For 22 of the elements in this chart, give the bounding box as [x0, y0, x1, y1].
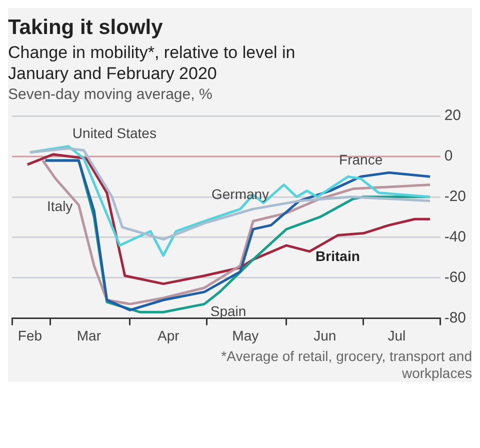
y-tick-label: -40 — [444, 228, 466, 246]
x-tick-label: Mar — [76, 327, 102, 344]
series-label: Germany — [211, 186, 270, 202]
text: *Average of retail, grocery, transport and workplaces — [220, 348, 472, 382]
y-tick-label: 0 — [444, 148, 453, 165]
x-tick-label: Jul — [388, 327, 406, 344]
x-tick-label: Apr — [158, 327, 180, 344]
series-label: Italy — [46, 198, 73, 214]
chart-subtitle: Change in mobility*, relative to level in January and February 2020 — [8, 42, 296, 84]
y-tick-label: -80 — [444, 309, 466, 326]
series-label: France — [339, 152, 383, 168]
series-label: United States — [72, 125, 156, 142]
x-tick-label: Feb — [18, 327, 42, 344]
series-label: Britain — [316, 248, 360, 264]
y-tick-label: -60 — [444, 268, 466, 286]
x-tick-label: May — [232, 327, 259, 344]
series-label: Spain — [210, 302, 246, 319]
chart-title: Taking it slowly — [8, 15, 164, 40]
y-tick-label: 20 — [444, 107, 462, 124]
y-tick-label: -20 — [444, 188, 466, 206]
text: Seven-day moving average, % — [8, 86, 214, 103]
x-tick-label: Jun — [314, 327, 336, 344]
